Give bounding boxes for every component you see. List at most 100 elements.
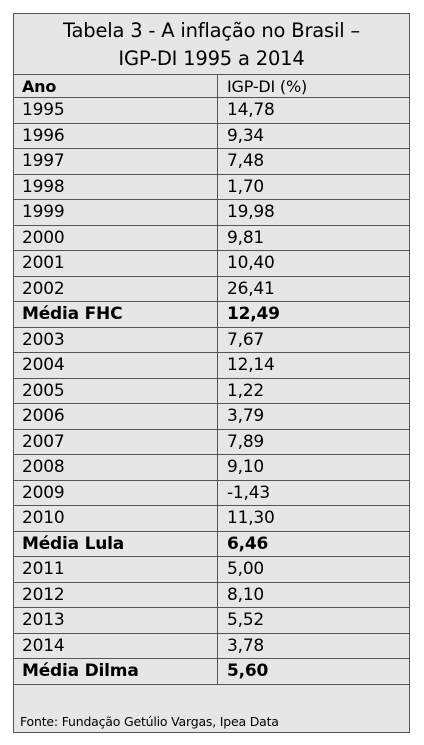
igp-di-value-cell: 3,78 (227, 635, 265, 656)
column-divider (217, 98, 218, 123)
year-cell: 1997 (22, 151, 65, 172)
table-row: 1998 1,70 (14, 174, 409, 200)
igp-di-value-cell: 9,81 (227, 227, 265, 248)
year-cell: 2008 (22, 457, 65, 478)
column-divider (217, 123, 218, 148)
table-row: 2004 12,14 (14, 353, 409, 379)
table-row: 2009 -1,43 (14, 480, 409, 506)
igp-di-value-cell: 7,48 (227, 151, 265, 172)
column-divider (217, 276, 218, 301)
table-row: 2008 9,10 (14, 455, 409, 481)
year-cell: 2010 (22, 508, 65, 529)
column-divider (217, 225, 218, 250)
igp-di-value-cell: 7,89 (227, 431, 265, 452)
year-cell: 2013 (22, 610, 65, 631)
column-divider (217, 75, 218, 97)
column-divider (217, 582, 218, 607)
igp-di-value-cell: 7,67 (227, 329, 265, 350)
table-source-note: Fonte: Fundação Getúlio Vargas, Ipea Dat… (20, 713, 279, 729)
table-summary-row: Média Lula 6,46 (14, 531, 409, 557)
table-header-row: Ano IGP-DI (%) (14, 75, 409, 98)
table-row: 2001 10,40 (14, 251, 409, 277)
column-header-year: Ano (22, 76, 57, 96)
table-row: 2012 8,10 (14, 582, 409, 608)
year-cell: 1998 (22, 176, 65, 197)
igp-di-value-cell: -1,43 (227, 482, 270, 503)
year-cell: Média Lula (22, 533, 125, 554)
year-cell: 2011 (22, 559, 65, 580)
igp-di-value-cell: 9,34 (227, 125, 265, 146)
table-row: 2011 5,00 (14, 557, 409, 583)
igp-di-value-cell: 5,52 (227, 610, 265, 631)
igp-di-value-cell: 8,10 (227, 584, 265, 605)
table-summary-row: Média Dilma 5,60 (14, 659, 409, 685)
year-cell: 2006 (22, 406, 65, 427)
column-divider (217, 455, 218, 480)
column-divider (217, 429, 218, 454)
column-divider (217, 302, 218, 327)
igp-di-value-cell: 26,41 (227, 278, 275, 299)
column-divider (217, 327, 218, 352)
table-row: 2003 7,67 (14, 327, 409, 353)
column-divider (217, 608, 218, 633)
column-divider (217, 506, 218, 531)
table-title-line-2: IGP-DI 1995 a 2014 (118, 47, 305, 70)
inflation-table: Tabela 3 - A inflação no Brasil – IGP-DI… (13, 13, 410, 733)
igp-di-value-cell: 1,22 (227, 380, 265, 401)
year-cell: 2014 (22, 635, 65, 656)
year-cell: 2002 (22, 278, 65, 299)
table-row: 1996 9,34 (14, 123, 409, 149)
igp-di-value-cell: 10,40 (227, 253, 275, 274)
table-summary-row: Média FHC 12,49 (14, 302, 409, 328)
table-row: 2005 1,22 (14, 378, 409, 404)
igp-di-value-cell: 5,60 (227, 661, 269, 682)
year-cell: Média Dilma (22, 661, 139, 682)
table-row: 2000 9,81 (14, 225, 409, 251)
column-divider (217, 174, 218, 199)
table-row: 1995 14,78 (14, 98, 409, 124)
table-title: Tabela 3 - A inflação no Brasil – IGP-DI… (14, 14, 409, 74)
year-cell: 2003 (22, 329, 65, 350)
column-divider (217, 557, 218, 582)
year-cell: 2009 (22, 482, 65, 503)
table-row: 1999 19,98 (14, 200, 409, 226)
igp-di-value-cell: 9,10 (227, 457, 265, 478)
column-divider (217, 480, 218, 505)
table-row: 2010 11,30 (14, 506, 409, 532)
column-divider (217, 378, 218, 403)
column-divider (217, 149, 218, 174)
column-divider (217, 659, 218, 684)
table-row: 1997 7,48 (14, 149, 409, 175)
column-divider (217, 633, 218, 658)
year-cell: Média FHC (22, 304, 123, 325)
table-row: 2014 3,78 (14, 633, 409, 659)
table-row: 2006 3,79 (14, 404, 409, 430)
table-row: 2013 5,52 (14, 608, 409, 634)
table-row: 2007 7,89 (14, 429, 409, 455)
year-cell: 2005 (22, 380, 65, 401)
column-divider (217, 404, 218, 429)
year-cell: 1999 (22, 202, 65, 223)
year-cell: 2004 (22, 355, 65, 376)
igp-di-value-cell: 14,78 (227, 100, 275, 121)
igp-di-value-cell: 11,30 (227, 508, 275, 529)
table-title-line-1: Tabela 3 - A inflação no Brasil – (63, 19, 360, 42)
table-grid: Ano IGP-DI (%) 1995 14,78 1996 9,34 1997 7,48… (14, 74, 409, 685)
year-cell: 2007 (22, 431, 65, 452)
column-divider (217, 353, 218, 378)
year-cell: 2001 (22, 253, 65, 274)
igp-di-value-cell: 6,46 (227, 533, 269, 554)
igp-di-value-cell: 12,14 (227, 355, 275, 376)
igp-di-value-cell: 5,00 (227, 559, 265, 580)
year-cell: 1996 (22, 125, 65, 146)
igp-di-value-cell: 1,70 (227, 176, 265, 197)
column-divider (217, 531, 218, 556)
year-cell: 2000 (22, 227, 65, 248)
igp-di-value-cell: 12,49 (227, 304, 280, 325)
igp-di-value-cell: 3,79 (227, 406, 265, 427)
table-row: 2002 26,41 (14, 276, 409, 302)
year-cell: 1995 (22, 100, 65, 121)
column-header-igp-di: IGP-DI (%) (227, 76, 308, 96)
column-divider (217, 200, 218, 225)
column-divider (217, 251, 218, 276)
